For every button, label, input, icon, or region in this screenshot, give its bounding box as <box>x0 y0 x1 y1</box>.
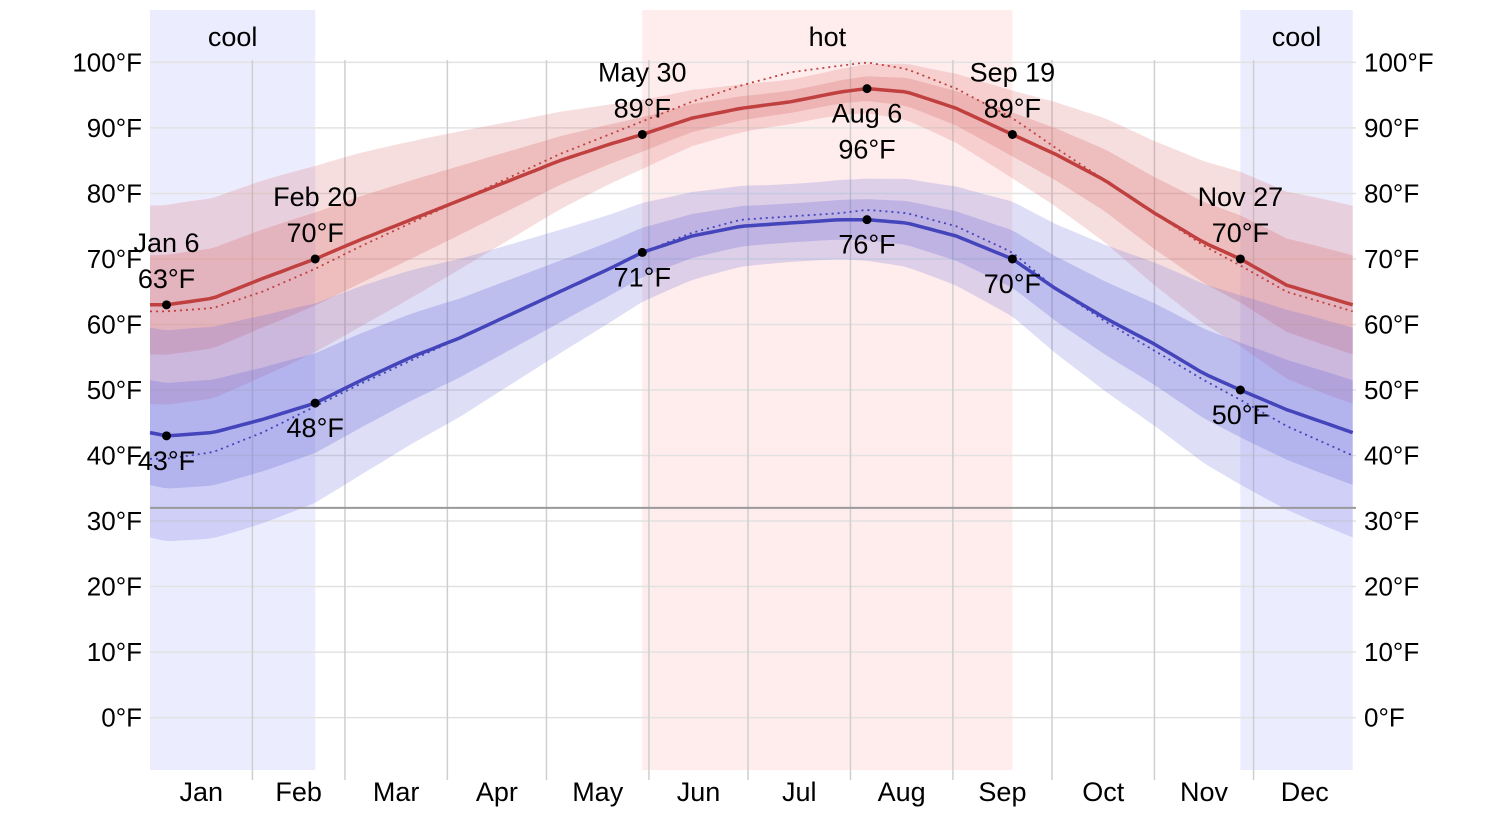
annotation-points <box>162 84 1245 441</box>
annotation-value: 70°F <box>984 269 1041 299</box>
annotation-value: 76°F <box>838 230 895 260</box>
y-tick-label-right: 0°F <box>1364 703 1405 733</box>
month-label: Aug <box>878 777 926 807</box>
month-label: Apr <box>476 777 518 807</box>
annotation-point <box>1235 385 1245 395</box>
y-tick-label-left: 50°F <box>87 375 142 405</box>
annotation-date: Jan 6 <box>133 228 199 258</box>
annotation-point <box>1007 254 1017 264</box>
month-label: Jun <box>677 777 721 807</box>
y-tick-label-right: 70°F <box>1364 244 1419 274</box>
month-label: Jan <box>179 777 223 807</box>
y-tick-label-right: 90°F <box>1364 113 1419 143</box>
annotation-value: 71°F <box>614 262 671 292</box>
y-tick-label-right: 80°F <box>1364 178 1419 208</box>
annotation-date: May 30 <box>598 57 687 87</box>
hot-season-label: hot <box>809 22 847 52</box>
annotation-point <box>1235 254 1245 264</box>
annotation-value: 70°F <box>287 218 344 248</box>
y-tick-label-left: 10°F <box>87 637 142 667</box>
y-tick-label-left: 30°F <box>87 506 142 536</box>
series-lines <box>149 61 1354 460</box>
month-label: Sep <box>978 777 1026 807</box>
y-tick-label-right: 100°F <box>1364 47 1434 77</box>
annotation-point <box>862 84 872 94</box>
y-tick-label-right: 20°F <box>1364 572 1419 602</box>
month-label: Nov <box>1180 777 1229 807</box>
month-label: Feb <box>275 777 322 807</box>
outer-band-low <box>150 178 1353 542</box>
y-tick-label-left: 60°F <box>87 309 142 339</box>
annotation-point <box>637 247 647 257</box>
annotation-point <box>637 129 647 139</box>
y-tick-label-left: 90°F <box>87 113 142 143</box>
annotation-value: 50°F <box>1212 400 1269 430</box>
annotation-point <box>310 254 320 264</box>
month-label: Dec <box>1281 777 1329 807</box>
y-tick-label-left: 100°F <box>72 47 142 77</box>
month-label: Mar <box>373 777 420 807</box>
annotation-value: 70°F <box>1212 218 1269 248</box>
dotted-line-high <box>150 61 1353 313</box>
outer-band-high <box>150 63 1353 405</box>
annotation-date: Feb 20 <box>273 182 357 212</box>
y-tick-label-left: 40°F <box>87 441 142 471</box>
annotation-point <box>310 398 320 408</box>
annotation-point <box>162 431 172 441</box>
series-line-low <box>149 217 1354 438</box>
percentile-bands <box>150 63 1353 542</box>
annotation-value: 89°F <box>984 93 1041 123</box>
annotation-value: 43°F <box>138 446 195 476</box>
y-tick-label-left: 0°F <box>101 703 142 733</box>
grid <box>150 60 1356 780</box>
annotation-date: Nov 27 <box>1198 182 1284 212</box>
y-tick-label-right: 30°F <box>1364 506 1419 536</box>
y-tick-label-right: 50°F <box>1364 375 1419 405</box>
annotation-point <box>1007 129 1017 139</box>
annotation-value: 48°F <box>287 413 344 443</box>
month-label: May <box>572 777 624 807</box>
inner-band-low <box>150 199 1353 489</box>
annotation-value: 63°F <box>138 264 195 294</box>
y-tick-label-left: 80°F <box>87 178 142 208</box>
chart-text: cool hot cool 100°F 100°F 90°F 90°F 80°F 80°F 70°… <box>72 22 1433 807</box>
cool-season-label: cool <box>208 22 258 52</box>
y-tick-label-right: 60°F <box>1364 309 1419 339</box>
cool-season-label: cool <box>1272 22 1322 52</box>
annotation-date: Aug 6 <box>832 99 903 129</box>
annotation-value: 96°F <box>838 135 895 165</box>
y-tick-label-left: 70°F <box>87 244 142 274</box>
y-tick-label-left: 20°F <box>87 572 142 602</box>
series-line-high <box>150 87 1354 307</box>
month-label: Oct <box>1082 777 1125 807</box>
month-label: Jul <box>782 777 817 807</box>
annotation-point <box>862 215 872 225</box>
annotation-value: 89°F <box>614 93 671 123</box>
y-tick-label-right: 40°F <box>1364 441 1419 471</box>
inner-band-high <box>150 76 1353 355</box>
y-tick-label-right: 10°F <box>1364 637 1419 667</box>
annotation-point <box>162 300 172 310</box>
annotation-date: Sep 19 <box>970 57 1056 87</box>
